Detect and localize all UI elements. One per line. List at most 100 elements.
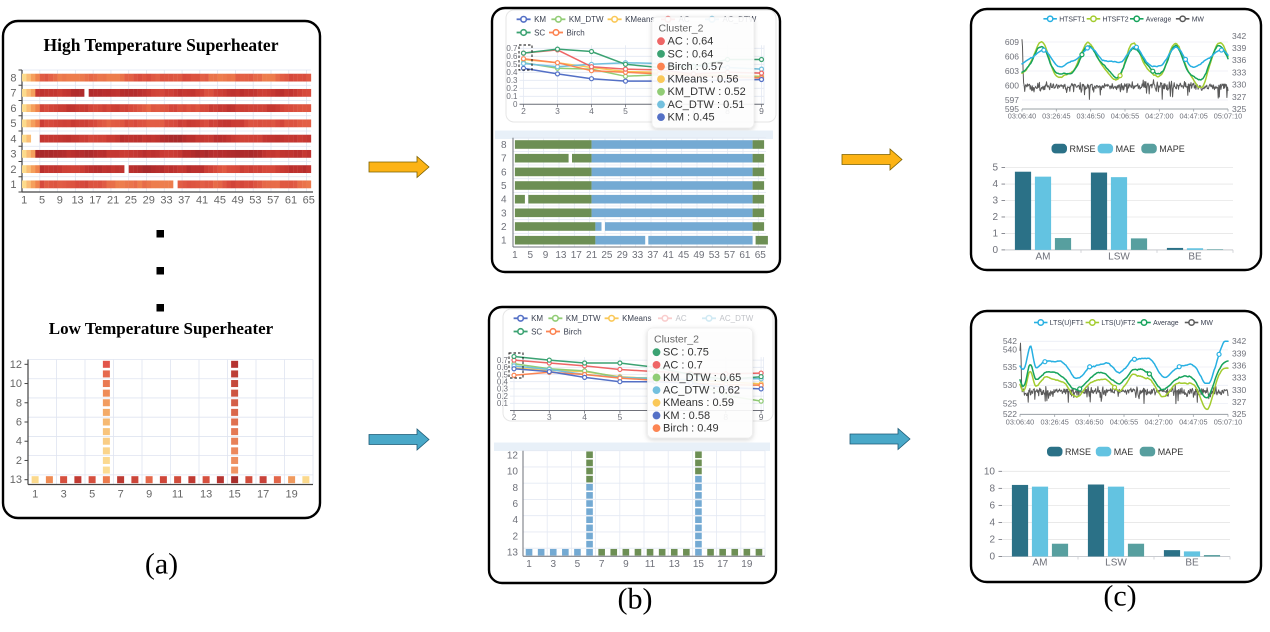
svg-text:AC_DTW : 0.62: AC_DTW : 0.62 — [663, 385, 740, 397]
svg-text:8: 8 — [501, 140, 507, 151]
svg-text:49: 49 — [232, 195, 244, 207]
svg-text:6: 6 — [501, 167, 507, 178]
svg-text:2: 2 — [512, 412, 517, 422]
svg-text:13: 13 — [507, 548, 519, 559]
svg-text:5: 5 — [618, 412, 623, 422]
svg-text:61: 61 — [285, 195, 297, 207]
svg-text:7: 7 — [118, 489, 124, 501]
svg-text:AC: AC — [676, 314, 687, 323]
svg-text:6: 6 — [512, 499, 518, 510]
svg-text:33: 33 — [632, 250, 644, 261]
svg-text:5: 5 — [10, 118, 16, 130]
svg-text:13: 13 — [669, 559, 681, 570]
svg-text:0: 0 — [992, 245, 998, 256]
svg-text:2: 2 — [521, 106, 526, 116]
svg-text:5: 5 — [527, 250, 533, 261]
svg-text:6: 6 — [989, 500, 995, 511]
svg-text:336: 336 — [1232, 55, 1246, 65]
svg-text:AM: AM — [1033, 558, 1048, 569]
svg-text:0.3: 0.3 — [497, 385, 509, 394]
svg-text:LSW: LSW — [1108, 252, 1130, 263]
svg-text:AM: AM — [1036, 252, 1051, 263]
svg-text:Average: Average — [1146, 16, 1172, 23]
svg-text:2: 2 — [989, 534, 995, 545]
svg-text:4: 4 — [989, 517, 995, 528]
svg-text:KM_DTW: KM_DTW — [566, 314, 601, 323]
svg-text:525: 525 — [1003, 398, 1017, 408]
svg-text:8: 8 — [989, 483, 995, 494]
svg-text:Birch: Birch — [564, 327, 582, 336]
svg-text:SC : 0.64: SC : 0.64 — [668, 48, 714, 60]
svg-text:597: 597 — [1005, 95, 1019, 105]
svg-text:41: 41 — [196, 195, 208, 207]
svg-text:MAPE: MAPE — [1158, 447, 1184, 457]
svg-text:KMeans: KMeans — [625, 15, 654, 24]
svg-text:7: 7 — [10, 88, 16, 100]
svg-text:BE: BE — [1185, 558, 1199, 569]
svg-text:535: 535 — [1003, 362, 1017, 372]
svg-text:65: 65 — [303, 195, 315, 207]
svg-text:AC_DTW : 0.51: AC_DTW : 0.51 — [668, 99, 745, 111]
svg-text:04:06:55: 04:06:55 — [1110, 418, 1138, 427]
svg-text:29: 29 — [143, 195, 155, 207]
svg-text:Birch : 0.57: Birch : 0.57 — [668, 61, 724, 73]
svg-text:1: 1 — [32, 489, 38, 501]
svg-text:342: 342 — [1232, 336, 1246, 346]
svg-text:0.2: 0.2 — [497, 392, 509, 401]
svg-text:1: 1 — [526, 559, 532, 570]
svg-text:8: 8 — [16, 397, 22, 409]
svg-text:9: 9 — [623, 559, 629, 570]
svg-text:MAE: MAE — [1114, 447, 1134, 457]
svg-text:522: 522 — [1003, 409, 1017, 419]
svg-text:609: 609 — [1005, 37, 1019, 47]
svg-text:(c): (c) — [1103, 580, 1136, 613]
svg-text:04:47:05: 04:47:05 — [1179, 418, 1207, 427]
svg-text:2: 2 — [501, 222, 507, 233]
svg-text:LTS(U)FT2: LTS(U)FT2 — [1101, 320, 1135, 327]
svg-text:4: 4 — [512, 515, 518, 526]
svg-text:RMSE: RMSE — [1070, 144, 1096, 154]
svg-text:9: 9 — [146, 489, 152, 501]
svg-text:1: 1 — [512, 250, 518, 261]
svg-text:KM: KM — [531, 314, 543, 323]
svg-text:4: 4 — [501, 195, 507, 206]
svg-text:AC : 0.64: AC : 0.64 — [668, 36, 714, 48]
svg-text:6: 6 — [16, 417, 22, 429]
svg-text:57: 57 — [724, 250, 736, 261]
svg-text:05:07:10: 05:07:10 — [1214, 112, 1242, 121]
svg-text:03:46:50: 03:46:50 — [1075, 418, 1103, 427]
svg-text:HTSFT2: HTSFT2 — [1103, 16, 1129, 23]
svg-text:SC : 0.75: SC : 0.75 — [663, 347, 709, 359]
svg-text:57: 57 — [267, 195, 279, 207]
svg-text:33: 33 — [160, 195, 172, 207]
svg-text:61: 61 — [739, 250, 751, 261]
svg-text:336: 336 — [1232, 361, 1246, 371]
svg-text:KMeans: KMeans — [622, 314, 651, 323]
svg-text:Cluster_2: Cluster_2 — [659, 23, 704, 35]
svg-text:37: 37 — [178, 195, 190, 207]
svg-text:327: 327 — [1232, 397, 1246, 407]
svg-text:05:07:10: 05:07:10 — [1214, 418, 1242, 427]
svg-text:330: 330 — [1232, 385, 1246, 395]
svg-text:600: 600 — [1005, 80, 1019, 90]
svg-text:LSW: LSW — [1105, 558, 1127, 569]
svg-text:327: 327 — [1232, 92, 1246, 102]
svg-text:5: 5 — [575, 559, 581, 570]
svg-text:45: 45 — [214, 195, 226, 207]
svg-text:LTS(U)FT1: LTS(U)FT1 — [1050, 320, 1084, 327]
svg-text:29: 29 — [617, 250, 629, 261]
svg-text:1: 1 — [992, 228, 998, 239]
svg-text:10: 10 — [10, 378, 22, 390]
svg-text:SC: SC — [531, 327, 542, 336]
svg-text:25: 25 — [601, 250, 613, 261]
svg-text:325: 325 — [1232, 409, 1246, 419]
svg-text:AC : 0.7: AC : 0.7 — [663, 359, 703, 371]
svg-text:5: 5 — [39, 195, 45, 207]
svg-text:0.7: 0.7 — [506, 44, 518, 53]
svg-text:7: 7 — [599, 559, 605, 570]
svg-text:3: 3 — [10, 149, 16, 161]
svg-text:2: 2 — [992, 212, 998, 223]
svg-text:03:26:45: 03:26:45 — [1040, 418, 1068, 427]
svg-text:4: 4 — [589, 106, 594, 116]
svg-text:5: 5 — [623, 106, 628, 116]
